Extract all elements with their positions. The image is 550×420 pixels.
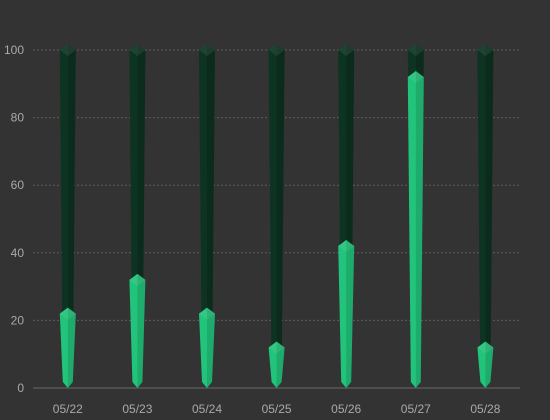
y-tick-label: 0	[17, 381, 24, 395]
value-bar-cap	[199, 307, 215, 320]
background-bar-cap	[407, 44, 424, 56]
label-layer: 0 20 40 60 80 100 05/22 05/23 05/24 05/25 05/26 05/…	[4, 43, 501, 416]
value-bar-shade	[485, 341, 494, 388]
value-bar-cap	[129, 273, 146, 286]
background-bar-cap	[199, 44, 215, 56]
background-bar-shade	[485, 44, 494, 388]
x-tick-label: 05/24	[192, 402, 222, 416]
x-tick-label: 05/28	[470, 402, 500, 416]
x-tick-label: 05/23	[122, 402, 152, 416]
y-tick-label: 100	[4, 43, 24, 57]
background-bar-cap	[59, 44, 76, 56]
grid-layer	[33, 49, 520, 389]
background-bar-cap	[268, 44, 285, 56]
value-bar	[199, 307, 215, 388]
background-bar	[268, 44, 285, 388]
value-bar-shade	[67, 307, 76, 388]
x-tick-label: 05/27	[401, 402, 431, 416]
y-tick-label: 80	[11, 111, 25, 125]
background-bar	[199, 44, 215, 388]
value-bar	[477, 341, 494, 388]
value-bar-cap	[477, 341, 494, 354]
x-tick-label: 05/22	[53, 402, 83, 416]
background-bar-shade	[207, 44, 215, 388]
background-bar	[59, 44, 76, 388]
value-bar	[338, 240, 355, 388]
bar-layer	[59, 44, 494, 388]
value-bar-shade	[207, 307, 215, 388]
x-tick-label: 05/26	[331, 402, 361, 416]
background-bar-cap	[477, 44, 494, 56]
value-bar-cap	[59, 307, 76, 320]
value-bar	[407, 71, 424, 388]
background-bar-cap	[129, 44, 146, 56]
value-bar-shade	[346, 240, 355, 388]
y-tick-label: 20	[11, 313, 25, 327]
value-bar-shade	[276, 341, 285, 388]
background-bar-shade	[276, 44, 285, 388]
value-bar	[59, 307, 76, 388]
value-bar	[268, 341, 285, 388]
value-bar	[129, 273, 146, 388]
y-tick-label: 40	[11, 246, 25, 260]
value-bar-cap	[268, 341, 285, 354]
value-bar-cap	[338, 240, 355, 253]
x-tick-label: 05/25	[262, 402, 292, 416]
value-bar-shade	[415, 71, 424, 388]
background-bar-cap	[338, 44, 355, 56]
background-bar	[477, 44, 494, 388]
background-bar-shade	[67, 44, 76, 388]
value-bar-cap	[407, 71, 424, 84]
y-tick-label: 60	[11, 178, 25, 192]
value-bar-shade	[137, 273, 146, 388]
